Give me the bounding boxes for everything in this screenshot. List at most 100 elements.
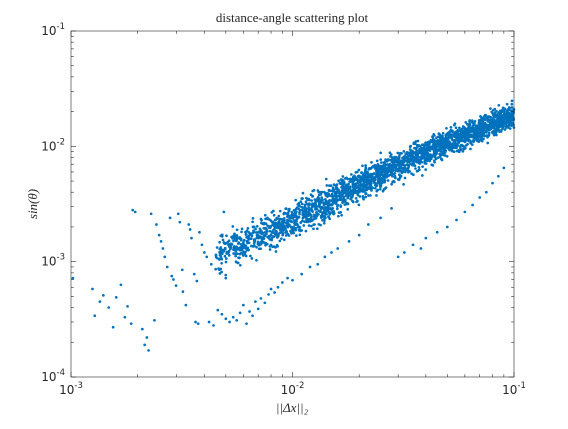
data-point: [223, 246, 227, 250]
data-point: [329, 184, 333, 187]
data-point: [343, 177, 347, 180]
data-point: [308, 209, 311, 212]
data-point: [438, 142, 441, 146]
data-point: [334, 190, 338, 194]
data-point: [307, 206, 311, 210]
data-point: [168, 216, 172, 220]
data-point: [309, 219, 313, 223]
data-point: [353, 176, 356, 180]
data-point: [314, 202, 317, 206]
y-tick-labels: 10-4 10-3 10-2 10-1: [41, 22, 65, 384]
data-point: [246, 226, 250, 230]
data-point: [481, 134, 485, 137]
data-point: [456, 133, 460, 137]
data-point: [444, 133, 448, 137]
data-point: [216, 308, 220, 312]
data-point: [480, 116, 483, 120]
data-point: [212, 324, 215, 327]
data-point: [369, 175, 373, 179]
data-point: [407, 151, 411, 155]
data-point: [339, 204, 342, 207]
data-point: [335, 186, 339, 190]
data-point: [441, 134, 444, 138]
data-point: [409, 162, 413, 166]
data-point: [454, 126, 458, 130]
data-point: [403, 176, 407, 180]
data-point: [441, 131, 445, 135]
data-point: [379, 161, 383, 164]
data-point: [359, 177, 363, 181]
x-tick-label: 10-3: [59, 381, 83, 397]
data-point: [480, 139, 484, 143]
data-point: [380, 176, 383, 180]
data-point: [297, 228, 301, 232]
data-point: [382, 161, 386, 164]
data-point: [155, 223, 158, 226]
data-point: [500, 123, 504, 127]
data-point: [225, 234, 228, 238]
data-point: [272, 213, 276, 217]
data-point: [270, 238, 273, 242]
data-point: [308, 202, 311, 205]
data-point: [297, 215, 301, 219]
data-point: [510, 106, 514, 109]
data-point: [417, 165, 421, 169]
data-point: [480, 131, 483, 135]
data-point: [371, 165, 375, 168]
data-point: [301, 219, 304, 223]
data-point: [207, 320, 211, 324]
data-point: [114, 296, 118, 299]
data-point: [323, 255, 327, 259]
data-point: [349, 197, 352, 201]
data-point: [497, 111, 501, 115]
data-point: [455, 146, 458, 150]
data-point: [352, 187, 356, 190]
data-point: [282, 238, 286, 242]
data-point: [477, 122, 481, 125]
data-point: [295, 234, 298, 237]
data-point: [341, 188, 345, 192]
data-point: [231, 225, 235, 228]
data-point: [278, 239, 282, 243]
data-point: [489, 107, 492, 111]
data-point: [354, 171, 358, 174]
data-point: [394, 169, 397, 172]
data-point: [318, 203, 321, 207]
data-point: [364, 164, 367, 167]
data-point: [310, 224, 313, 228]
data-point: [495, 123, 498, 127]
data-point: [245, 229, 249, 233]
data-point: [439, 157, 443, 161]
data-point: [292, 208, 296, 212]
data-point: [508, 127, 512, 130]
data-point: [448, 141, 452, 145]
data-point: [249, 233, 253, 236]
data-point: [239, 243, 243, 246]
data-point: [488, 128, 491, 132]
data-point: [178, 220, 182, 224]
data-point: [311, 189, 315, 193]
data-point: [386, 179, 390, 182]
data-point: [363, 175, 367, 178]
data-point: [411, 150, 415, 153]
data-point: [502, 166, 506, 170]
data-point: [486, 120, 490, 123]
data-point: [119, 283, 123, 287]
data-point: [245, 236, 248, 239]
data-point: [435, 144, 439, 148]
data-point: [451, 146, 455, 150]
tick-marks: [70, 30, 515, 378]
data-point: [238, 263, 242, 267]
data-point: [398, 154, 401, 157]
data-point: [243, 250, 247, 254]
data-point: [471, 120, 474, 124]
data-point: [272, 228, 275, 232]
data-point: [238, 311, 242, 315]
data-point: [490, 119, 494, 123]
data-point: [245, 239, 249, 243]
data-point: [260, 238, 264, 242]
data-point: [346, 202, 350, 206]
data-point: [502, 118, 506, 121]
data-point: [294, 198, 298, 202]
